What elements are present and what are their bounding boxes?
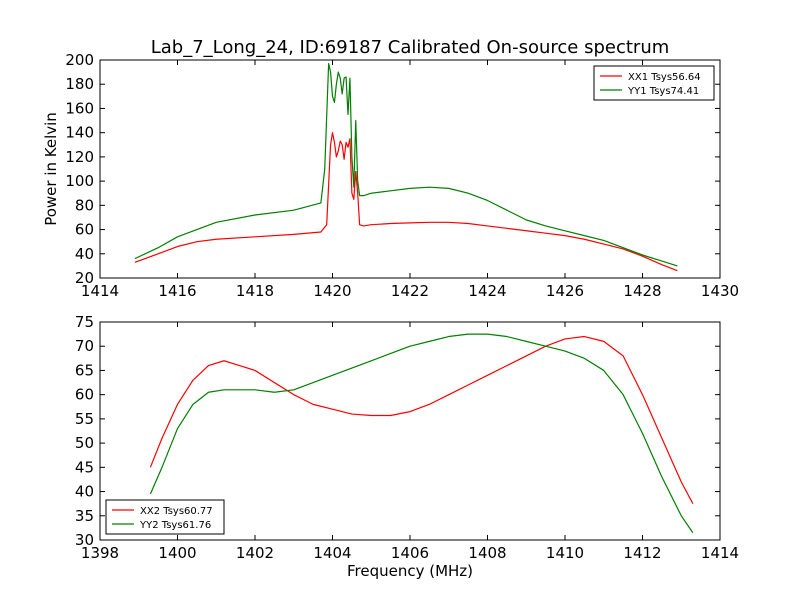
y-tick-label: 20	[75, 269, 94, 287]
legend: XX2 Tsys60.77 YY2 Tsys61.76	[105, 499, 225, 535]
x-tick-label: 1406	[391, 544, 429, 562]
legend-label: XX2 Tsys60.77	[140, 506, 213, 517]
y-tick-label: 80	[75, 196, 94, 214]
legend-label: YY1 Tsys74.41	[627, 86, 699, 97]
y-tick-label: 180	[65, 75, 94, 93]
y-tick-label: 70	[75, 337, 94, 355]
x-tick-label: 1420	[313, 282, 351, 300]
series-line-2-2	[149, 333, 694, 534]
legend-box	[105, 499, 225, 535]
x-tick-label: 1400	[158, 544, 196, 562]
y-axis-label: Power in Kelvin	[42, 112, 60, 226]
y-tick-label: 35	[75, 507, 94, 525]
y-tick-label: 75	[75, 313, 94, 331]
chart-title: Lab_7_Long_24, ID:69187 Calibrated On-so…	[151, 37, 670, 58]
y-tick-label: 40	[75, 483, 94, 501]
y-tick-label: 50	[75, 434, 94, 452]
series-line-1-1	[134, 132, 678, 272]
y-tick-label: 200	[65, 51, 94, 69]
x-tick-label: 1428	[623, 282, 661, 300]
x-tick-label: 1430	[701, 282, 739, 300]
y-tick-label: 140	[65, 124, 94, 142]
series-line-1-2	[134, 63, 678, 267]
x-tick-label: 1402	[236, 544, 274, 562]
chart-panel-1: 1414 1416 1418 1420 1422 1424 1426 1428 1430 20 40…	[65, 51, 739, 300]
legend-box	[593, 65, 715, 101]
x-tick-label: 1418	[236, 282, 274, 300]
x-tick-label: 1398	[81, 544, 119, 562]
chart-panel-2: 1398 1400 1402 1404 1406 1408 1410 1412 1414 30 35…	[75, 313, 739, 562]
x-tick-label: 1416	[158, 282, 196, 300]
x-tick-label: 1414	[81, 282, 119, 300]
x-axis-label: Frequency (MHz)	[347, 562, 473, 580]
y-tick-label: 120	[65, 148, 94, 166]
x-tick-label: 1412	[623, 544, 661, 562]
x-tick-label: 1424	[468, 282, 506, 300]
x-tick-label: 1414	[701, 544, 739, 562]
x-tick-label: 1426	[546, 282, 584, 300]
y-tick-label: 30	[75, 531, 94, 549]
y-tick-label: 65	[75, 361, 94, 379]
x-tick-label: 1404	[313, 544, 351, 562]
y-tick-label: 60	[75, 221, 94, 239]
legend-label: YY2 Tsys61.76	[139, 520, 211, 531]
y-tick-label: 160	[65, 99, 94, 117]
y-tick-label: 55	[75, 410, 94, 428]
y-tick-label: 45	[75, 458, 94, 476]
x-tick-label: 1408	[468, 544, 506, 562]
legend-label: XX1 Tsys56.64	[628, 72, 701, 83]
x-tick-label: 1422	[391, 282, 429, 300]
series-line-2-1	[149, 335, 694, 504]
y-tick-label: 40	[75, 245, 94, 263]
legend: XX1 Tsys56.64 YY1 Tsys74.41	[593, 65, 715, 101]
y-tick-label: 100	[65, 172, 94, 190]
x-tick-label: 1410	[546, 544, 584, 562]
y-tick-label: 60	[75, 386, 94, 404]
